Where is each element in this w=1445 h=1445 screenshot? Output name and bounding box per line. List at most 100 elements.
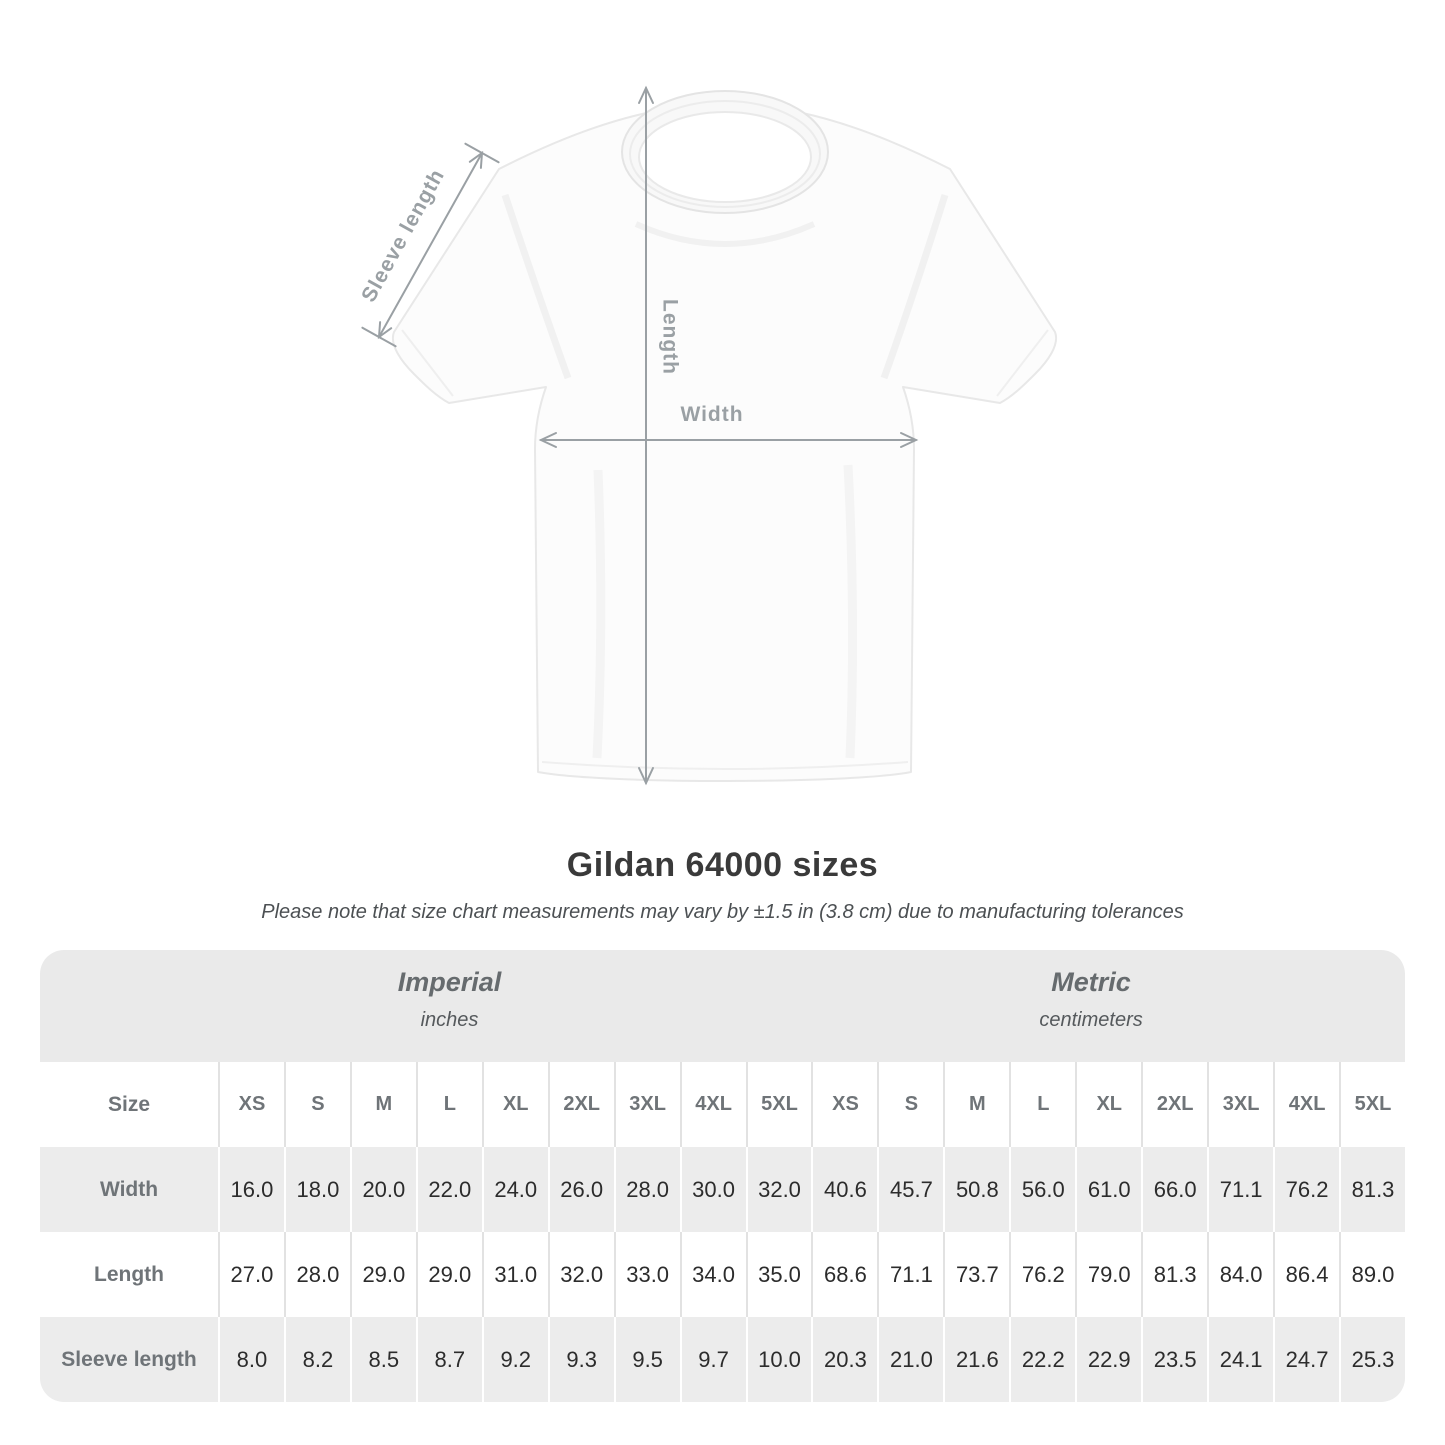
fold-line — [880, 193, 949, 380]
fold-line — [592, 469, 606, 759]
imperial-size-header: 2XL — [547, 1062, 614, 1147]
value-cell: 8.2 — [283, 1317, 350, 1402]
value-cell: 86.4 — [1273, 1232, 1339, 1317]
value-cell: 81.3 — [1339, 1147, 1405, 1232]
value-cell: 76.2 — [1273, 1147, 1339, 1232]
bottom-hem-stitch — [541, 761, 909, 770]
tshirt-figure-svg: Sleeve length Length Width — [357, 85, 1058, 786]
heading-block: Gildan 64000 sizes Please note that size… — [0, 846, 1445, 924]
metric-section-title: Metric — [1051, 967, 1131, 997]
value-cell: 84.0 — [1207, 1232, 1273, 1317]
value-cell: 9.5 — [613, 1317, 680, 1402]
metric-section-unit: centimeters — [1039, 1009, 1143, 1031]
unit-header-band: Imperial inches Metric centimeters — [40, 950, 1405, 1062]
value-cell: 89.0 — [1339, 1232, 1405, 1317]
value-cell: 8.5 — [349, 1317, 416, 1402]
metric-size-header: XL — [1075, 1062, 1141, 1147]
value-cell: 10.0 — [745, 1317, 812, 1402]
value-cell: 8.7 — [415, 1317, 482, 1402]
value-cell: 79.0 — [1075, 1232, 1141, 1317]
sleeve-length-arrow — [361, 142, 500, 348]
value-cell: 27.0 — [218, 1232, 284, 1317]
value-cell: 68.6 — [811, 1232, 877, 1317]
length-row-label: Length — [94, 1262, 164, 1286]
value-cell: 40.6 — [811, 1147, 877, 1232]
size-table: Imperial inches Metric centimeters Size … — [40, 950, 1405, 1402]
value-cell: 29.0 — [349, 1232, 416, 1317]
fold-line — [843, 464, 858, 759]
value-cell: 22.2 — [1009, 1317, 1075, 1402]
value-cell: 24.0 — [481, 1147, 548, 1232]
value-cell: 9.3 — [547, 1317, 614, 1402]
metric-section-header: Metric centimeters — [1039, 967, 1142, 1032]
value-cell: 8.0 — [218, 1317, 284, 1402]
value-cell: 56.0 — [1009, 1147, 1075, 1232]
fold-line — [501, 193, 572, 380]
value-cell: 71.1 — [1207, 1147, 1273, 1232]
page-title: Gildan 64000 sizes — [566, 846, 879, 884]
width-row-label: Width — [99, 1177, 159, 1201]
value-cell: 21.6 — [943, 1317, 1009, 1402]
imperial-section-unit: inches — [420, 1009, 479, 1031]
value-cell: 21.0 — [877, 1317, 943, 1402]
value-cell: 71.1 — [877, 1232, 943, 1317]
tshirt-measurement-figure: Sleeve length Length Width — [357, 85, 1058, 786]
value-cell: 26.0 — [547, 1147, 614, 1232]
value-cell: 35.0 — [745, 1232, 812, 1317]
metric-size-header: L — [1009, 1062, 1075, 1147]
imperial-size-header: 5XL — [745, 1062, 812, 1147]
imperial-size-header: XS — [218, 1062, 284, 1147]
size-header-label: Size — [107, 1092, 151, 1116]
value-cell: 50.8 — [943, 1147, 1009, 1232]
metric-size-header: S — [877, 1062, 943, 1147]
metric-size-header: XS — [811, 1062, 877, 1147]
sleeve-length-row: Sleeve length 8.0 8.2 8.5 8.7 9.2 9.3 9.5 9.7 10… — [40, 1317, 1405, 1402]
tolerance-note: Please note that size chart measurements… — [261, 901, 1184, 923]
value-cell: 22.9 — [1075, 1317, 1141, 1402]
value-cell: 73.7 — [943, 1232, 1009, 1317]
value-cell: 45.7 — [877, 1147, 943, 1232]
value-cell: 25.3 — [1339, 1317, 1405, 1402]
value-cell: 34.0 — [679, 1232, 746, 1317]
value-cell: 76.2 — [1009, 1232, 1075, 1317]
value-cell: 24.7 — [1273, 1317, 1339, 1402]
metric-size-header: 2XL — [1141, 1062, 1207, 1147]
value-cell: 81.3 — [1141, 1232, 1207, 1317]
imperial-size-header: 4XL — [679, 1062, 746, 1147]
sleeve-hem-stitch — [401, 329, 454, 397]
length-label: Length — [658, 299, 681, 375]
value-cell: 20.0 — [349, 1147, 416, 1232]
measurement-annotations — [361, 85, 919, 786]
metric-size-header: 5XL — [1339, 1062, 1405, 1147]
size-header-row: Size XS S M L XL 2XL 3XL 4XL 5XL XS S M L XL 2XL 3XL 4XL… — [40, 1062, 1405, 1147]
width-label: Width — [680, 403, 743, 426]
value-cell: 28.0 — [613, 1147, 680, 1232]
value-cell: 24.1 — [1207, 1317, 1273, 1402]
value-cell: 20.3 — [811, 1317, 877, 1402]
imperial-size-header: 3XL — [613, 1062, 680, 1147]
length-row: Length 27.0 28.0 29.0 29.0 31.0 32.0 33.0 34.0 3… — [40, 1232, 1405, 1317]
imperial-section-title: Imperial — [397, 967, 502, 997]
imperial-size-header: M — [349, 1062, 416, 1147]
fold-line — [634, 221, 816, 247]
metric-size-header: M — [943, 1062, 1009, 1147]
value-cell: 32.0 — [547, 1232, 614, 1317]
collar-stitch — [629, 100, 821, 208]
collar-opening — [638, 111, 812, 203]
value-cell: 18.0 — [283, 1147, 350, 1232]
value-cell: 9.2 — [481, 1317, 548, 1402]
tshirt-body — [391, 111, 1058, 782]
value-cell: 66.0 — [1141, 1147, 1207, 1232]
value-cell: 16.0 — [218, 1147, 284, 1232]
value-cell: 31.0 — [481, 1232, 548, 1317]
metric-size-header: 4XL — [1273, 1062, 1339, 1147]
value-cell: 30.0 — [679, 1147, 746, 1232]
value-cell: 28.0 — [283, 1232, 350, 1317]
value-cell: 33.0 — [613, 1232, 680, 1317]
width-arrow — [538, 432, 919, 448]
value-cell: 29.0 — [415, 1232, 482, 1317]
sleeve-hem-stitch — [996, 329, 1049, 397]
value-cell: 32.0 — [745, 1147, 812, 1232]
imperial-size-header: S — [283, 1062, 350, 1147]
value-cell: 61.0 — [1075, 1147, 1141, 1232]
